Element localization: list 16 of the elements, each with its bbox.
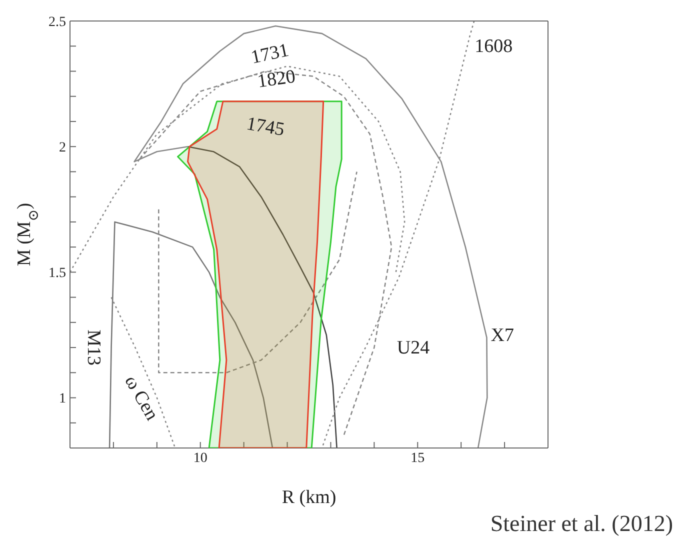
annotation: 1820: [256, 66, 297, 92]
x-axis-title: R (km): [282, 487, 336, 508]
x-tick-label: 10: [193, 450, 208, 466]
annotation: 1745: [244, 113, 286, 141]
y-tick-label: 1.5: [48, 266, 66, 282]
annotation: X7: [490, 324, 514, 346]
annotation: 1731: [249, 40, 291, 68]
y-tick-label: 2.5: [48, 14, 66, 30]
annotation: ω Cen: [120, 372, 163, 424]
y-tick-label: 2: [59, 140, 66, 156]
y-tick-label: 1: [59, 392, 66, 407]
annotation: 1608: [474, 36, 513, 58]
annotation: U24: [396, 338, 430, 359]
annotation: M13: [82, 330, 104, 366]
text: Steiner et al. (2012): [490, 511, 673, 537]
x-tick-label: 15: [410, 450, 425, 466]
